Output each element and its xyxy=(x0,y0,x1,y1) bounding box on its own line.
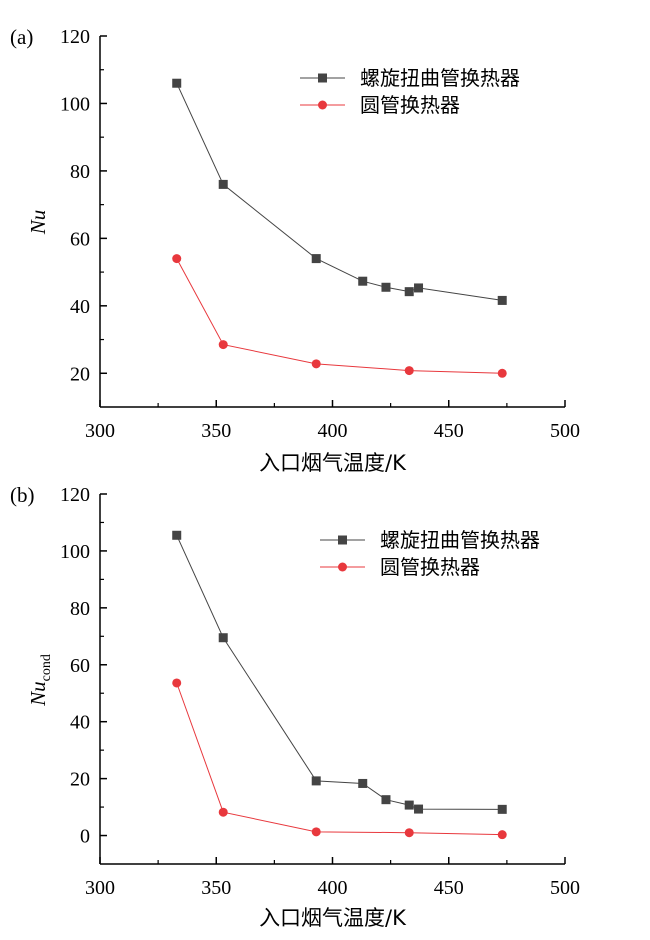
data-point-circle xyxy=(172,678,182,688)
x-tick-label: 300 xyxy=(85,420,115,442)
x-tick-label: 400 xyxy=(318,877,348,899)
data-point-square xyxy=(358,778,368,788)
data-point-square xyxy=(381,282,391,292)
y-tick-label: 60 xyxy=(70,655,90,677)
y-axis-label-subscript: cond xyxy=(39,654,54,681)
data-point-circle xyxy=(497,368,507,378)
x-axis-label: 入口烟气温度/K xyxy=(259,906,407,930)
y-tick-label: 0 xyxy=(80,826,90,848)
data-point-circle xyxy=(404,366,414,376)
x-tick-label: 350 xyxy=(201,877,231,899)
data-point-circle xyxy=(172,254,182,264)
series-line-1 xyxy=(176,258,503,374)
y-tick-label: 100 xyxy=(60,541,90,563)
data-point-square xyxy=(414,804,424,814)
y-tick-label: 120 xyxy=(60,484,90,506)
data-point-circle xyxy=(311,827,321,837)
legend-label-0: 螺旋扭曲管换热器 xyxy=(360,66,520,90)
data-point-square xyxy=(404,287,414,297)
x-tick-label: 300 xyxy=(85,877,115,899)
data-point-square xyxy=(218,179,228,189)
data-point-circle xyxy=(404,828,414,838)
data-point-square xyxy=(414,283,424,293)
chart-panel-0: 300 350 400 450 500 20 40 60 80 100 120 (a) Nu 入口烟气温度… xyxy=(10,25,580,475)
data-point-square xyxy=(172,530,182,540)
data-point-circle xyxy=(497,830,507,840)
legend-label-0: 螺旋扭曲管换热器 xyxy=(380,528,540,552)
chart-panel-1: 300 350 400 450 500 0 20 40 60 80 100 120 (b) Nucond 入… xyxy=(10,483,580,930)
data-point-square xyxy=(172,78,182,88)
data-point-square xyxy=(311,776,321,786)
data-point-square xyxy=(358,276,368,286)
panel-label: (a) xyxy=(10,25,33,49)
x-tick-label: 350 xyxy=(201,420,231,442)
data-point-square xyxy=(218,633,228,643)
panel-label: (b) xyxy=(10,483,35,507)
legend-marker-circle xyxy=(318,100,327,110)
legend-marker-circle xyxy=(338,562,347,572)
data-point-square xyxy=(381,795,391,805)
y-tick-label: 40 xyxy=(70,296,90,318)
data-point-square xyxy=(311,254,321,264)
x-tick-label: 500 xyxy=(550,420,580,442)
legend-label-1: 圆管换热器 xyxy=(360,93,460,117)
data-point-circle xyxy=(311,359,321,369)
data-point-square xyxy=(497,804,507,814)
x-tick-label: 450 xyxy=(434,420,464,442)
data-point-square xyxy=(404,800,414,810)
y-axis-label: Nu xyxy=(26,210,50,236)
y-tick-label: 120 xyxy=(60,26,90,48)
y-tick-label: 80 xyxy=(70,161,90,183)
x-tick-label: 400 xyxy=(318,420,348,442)
data-point-circle xyxy=(218,807,228,817)
x-axis-label: 入口烟气温度/K xyxy=(259,451,407,475)
legend-marker-square xyxy=(338,535,347,545)
y-tick-label: 20 xyxy=(70,769,90,791)
x-tick-label: 450 xyxy=(434,877,464,899)
y-tick-label: 60 xyxy=(70,228,90,250)
y-tick-label: 40 xyxy=(70,712,90,734)
x-tick-label: 500 xyxy=(550,877,580,899)
legend-marker-square xyxy=(318,73,327,83)
y-tick-label: 80 xyxy=(70,598,90,620)
legend-label-1: 圆管换热器 xyxy=(380,555,480,579)
y-axis-label: Nucond xyxy=(26,654,54,707)
y-tick-label: 100 xyxy=(60,93,90,115)
data-point-square xyxy=(497,295,507,305)
y-tick-label: 20 xyxy=(70,363,90,385)
data-point-circle xyxy=(218,340,228,350)
